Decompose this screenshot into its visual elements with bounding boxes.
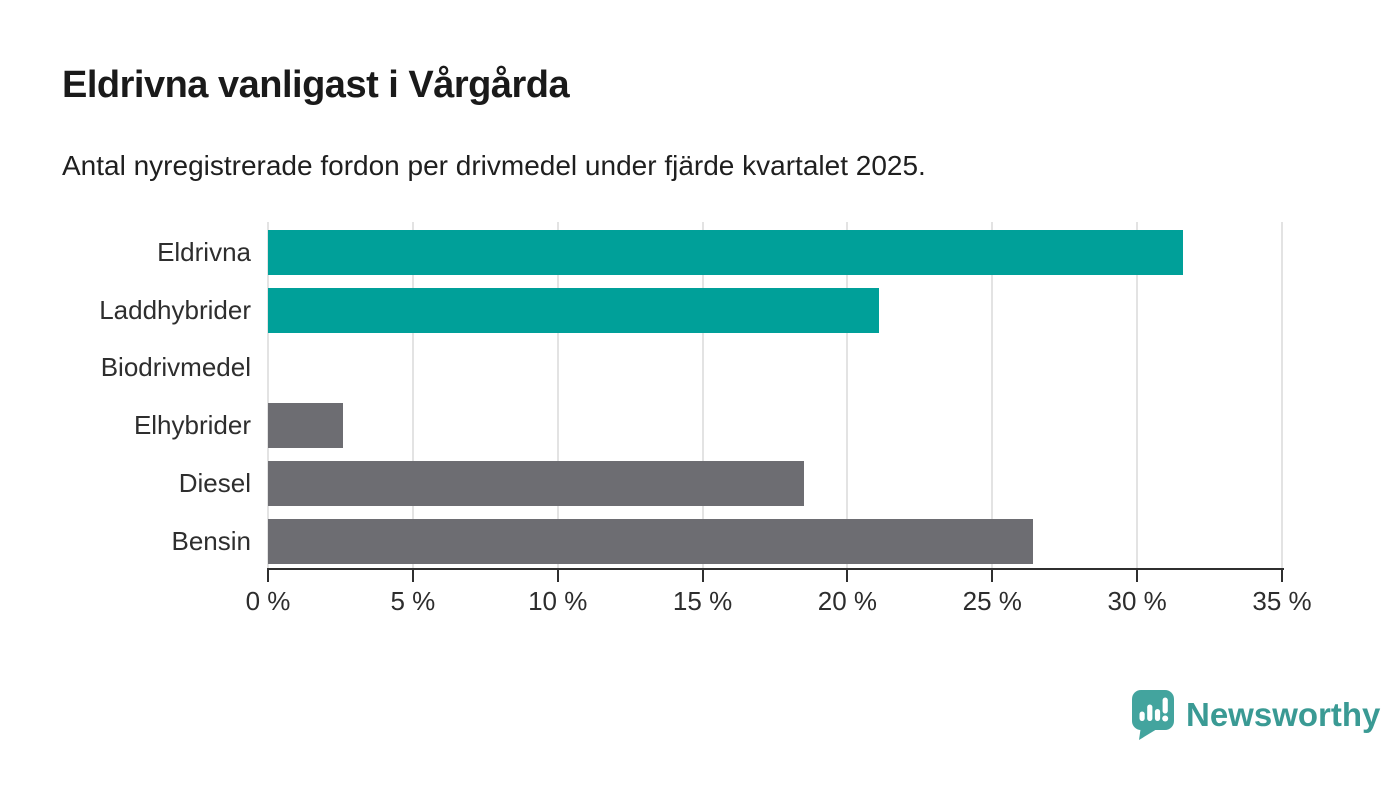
x-axis-tick-label: 25 % (962, 586, 1022, 616)
newsworthy-wordmark: Newsworthy (1186, 695, 1381, 733)
bar-chart: Eldrivna Laddhybrider Biodrivmedel Elhybrid… (0, 222, 1400, 642)
x-axis-tick-label: 30 % (1107, 586, 1167, 616)
x-axis-tick (991, 568, 994, 582)
category-label: Biodrivmedel (100, 352, 251, 383)
gridline (991, 222, 994, 568)
gridline (556, 222, 559, 568)
bar-bensin (268, 518, 1033, 564)
x-axis-tick-label: 20 % (817, 586, 878, 616)
x-axis-tick (1281, 568, 1283, 582)
gridline (701, 222, 704, 568)
page-subtitle: Antal nyregistrerade fordon per drivmede… (62, 150, 926, 181)
x-axis-tick (1136, 568, 1139, 582)
gridline (1136, 222, 1139, 568)
bar-eldrivna (268, 230, 1184, 275)
gridline (411, 222, 414, 568)
category-label: Eldrivna (157, 237, 251, 267)
gridline (267, 222, 269, 568)
bar-laddhybrider (268, 287, 880, 333)
x-axis-tick-label: 0 % (245, 586, 291, 616)
x-axis-tick-label: 35 % (1252, 586, 1312, 616)
x-axis-tick (846, 568, 849, 582)
x-axis-tick-label: 15 % (672, 586, 733, 616)
newsworthy-logo[interactable]: Newsworthy (1130, 688, 1380, 741)
x-axis-tick-label: 5 % (390, 586, 436, 616)
x-axis-tick (267, 568, 269, 582)
x-axis-tick (556, 568, 559, 582)
page-title: Eldrivna vanligast i Vårgårda (62, 64, 570, 106)
category-label: Elhybrider (133, 410, 251, 441)
x-axis-tick (411, 568, 414, 582)
x-axis-tick (701, 568, 704, 582)
gridline (846, 222, 849, 568)
x-axis-tick-label: 10 % (528, 586, 588, 616)
category-label: Bensin (171, 525, 252, 556)
bar-diesel (268, 460, 804, 506)
gridline (1281, 222, 1283, 568)
bar-elhybrider (268, 403, 344, 449)
newsworthy-icon (1132, 690, 1174, 740)
category-label: Diesel (178, 467, 251, 498)
x-axis-line (267, 568, 1284, 570)
category-label: Laddhybrider (99, 294, 251, 325)
